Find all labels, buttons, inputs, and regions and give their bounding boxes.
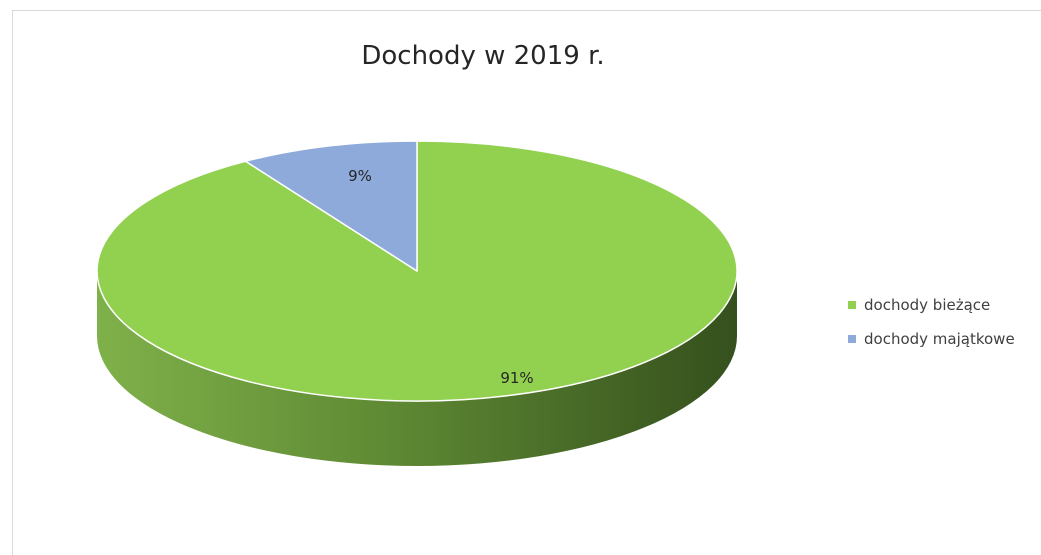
pie-chart: 91% 9% xyxy=(96,140,738,466)
chart-area: Dochody w 2019 r. 91% 9% dochody bieżące … xyxy=(12,10,1041,555)
legend-label-dochody-majatkowe: dochody majątkowe xyxy=(864,330,1015,348)
legend-item-dochody-majatkowe: dochody majątkowe xyxy=(848,329,1015,349)
legend-label-dochody-biezace: dochody bieżące xyxy=(864,296,991,314)
legend-swatch-dochody-majatkowe xyxy=(848,335,856,343)
data-label-dochody-biezace: 91% xyxy=(500,369,533,387)
pie-side-wall xyxy=(97,271,737,466)
legend-swatch-dochody-biezace xyxy=(848,301,856,309)
chart-title: Dochody w 2019 r. xyxy=(361,41,605,71)
legend-item-dochody-biezace: dochody bieżące xyxy=(848,295,1015,315)
pie-slice-dochody-majatkowe xyxy=(244,140,418,272)
legend: dochody bieżące dochody majątkowe xyxy=(848,295,1015,363)
data-label-dochody-majatkowe: 9% xyxy=(348,167,372,185)
